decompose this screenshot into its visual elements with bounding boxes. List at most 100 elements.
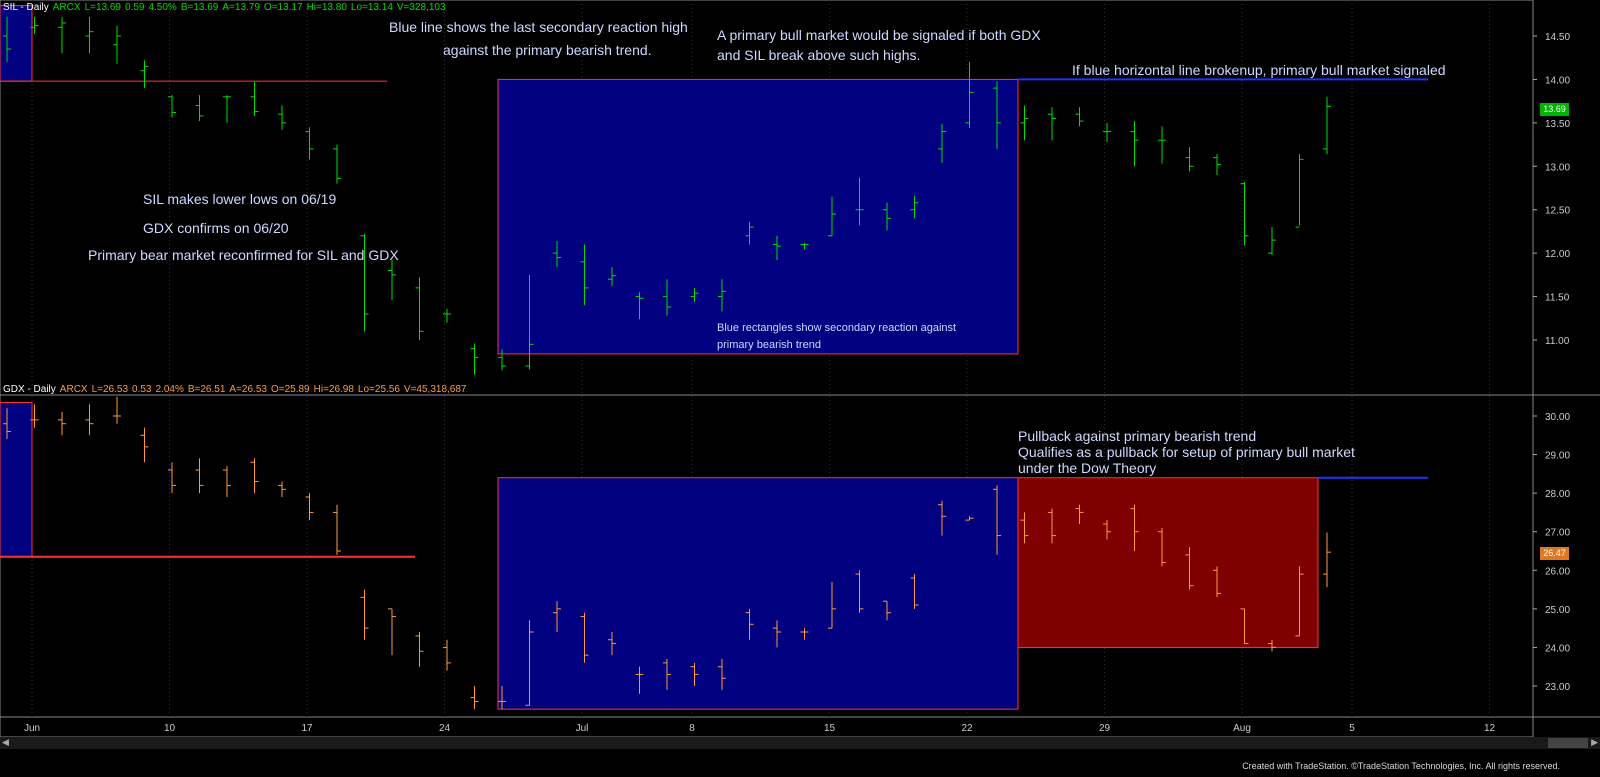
ohlc-bar <box>745 608 754 640</box>
ohlc-bar <box>1268 639 1276 652</box>
x-tick-label: 5 <box>1349 723 1355 734</box>
header-field: SIL - Daily <box>3 2 49 13</box>
ohlc-bar <box>690 662 699 686</box>
gdx-pullback-rect <box>1017 477 1319 648</box>
ohlc-bar <box>1103 520 1111 540</box>
y-tick-label: 29.00 <box>1545 451 1570 462</box>
ohlc-bar <box>415 632 424 667</box>
footer-credit: Created with TradeStation. ©TradeStation… <box>1242 761 1560 771</box>
ohlc-bar <box>828 196 836 237</box>
sil-ohlc-bars <box>3 16 1331 375</box>
ohlc-bar <box>1323 96 1331 155</box>
annotation-bull-signal-2: and SIL break above such highs. <box>717 47 921 63</box>
header-field: V=45,318,687 <box>403 384 467 395</box>
header-field: B=26.51 <box>187 384 226 395</box>
header-field: A=13.79 <box>222 2 260 13</box>
ohlc-bar <box>30 16 39 35</box>
ohlc-bar <box>1213 154 1221 175</box>
x-tick-label: 15 <box>824 723 836 734</box>
ohlc-bar <box>690 287 699 302</box>
y-tick-label: 24.00 <box>1545 643 1570 654</box>
header-field: 2.04% <box>155 384 184 395</box>
annotation-blue-line-1: Blue line shows the last secondary react… <box>389 19 688 35</box>
annotation-confirms: GDX confirms on 06/20 <box>143 220 289 236</box>
ohlc-bar <box>635 666 644 694</box>
annotation-reconfirmed: Primary bear market reconfirmed for SIL … <box>88 247 399 263</box>
x-tick-label: Jul <box>576 723 589 734</box>
ohlc-bar <box>608 267 616 287</box>
ohlc-bar <box>1048 508 1056 544</box>
x-tick-label: 24 <box>439 723 451 734</box>
scroll-thumb[interactable] <box>1548 738 1588 748</box>
y-tick-label: 26.00 <box>1545 566 1570 577</box>
ohlc-bar <box>1075 107 1084 127</box>
x-tick-label: Jun <box>24 723 40 734</box>
ohlc-bar <box>1240 608 1249 645</box>
ohlc-bar <box>580 244 589 306</box>
ohlc-bar <box>1130 121 1139 167</box>
ohlc-bar <box>168 95 176 118</box>
y-tick-label: 23.00 <box>1545 682 1570 693</box>
x-tick-label: 8 <box>689 723 695 734</box>
ohlc-bar <box>718 279 726 312</box>
ohlc-bar <box>800 242 809 250</box>
ohlc-bar <box>223 95 231 123</box>
ohlc-bar <box>773 620 781 648</box>
ohlc-bar <box>388 608 396 656</box>
header-field: V=328,103 <box>396 2 446 13</box>
ohlc-bar <box>1185 547 1194 590</box>
ohlc-bar <box>278 105 286 130</box>
ohlc-bar <box>553 240 561 268</box>
ohlc-bar <box>993 81 1001 149</box>
ohlc-bar <box>1158 527 1166 567</box>
x-tick-label: 10 <box>164 723 176 734</box>
y-tick-label: 11.00 <box>1545 336 1570 347</box>
ohlc-bar <box>498 349 506 371</box>
ohlc-bar <box>250 82 259 116</box>
ohlc-bar <box>305 493 314 521</box>
ohlc-bar <box>1295 566 1304 637</box>
ohlc-bar <box>58 412 66 436</box>
y-tick-label: 30.00 <box>1545 412 1570 423</box>
ohlc-bar <box>1185 147 1194 172</box>
ohlc-bar <box>140 427 149 463</box>
scroll-left-icon[interactable]: ◀ <box>2 737 9 747</box>
scroll-right-icon[interactable]: ▶ <box>1591 737 1598 747</box>
ohlc-bar <box>938 500 946 536</box>
y-tick-label: 12.50 <box>1545 206 1570 217</box>
ohlc-bar <box>828 581 836 629</box>
y-tick-label: 12.00 <box>1545 249 1570 260</box>
header-field: Lo=13.14 <box>350 2 393 13</box>
ohlc-bar <box>580 612 589 663</box>
sil-secondary-reaction-rect-left <box>0 5 33 82</box>
ohlc-bar <box>800 628 809 640</box>
y-tick-label: 13.50 <box>1545 119 1570 130</box>
annotation-blue-line-2: against the primary bearish trend. <box>443 42 652 58</box>
ohlc-bar <box>525 274 534 370</box>
ohlc-bar <box>333 144 341 184</box>
ohlc-bar <box>223 466 231 497</box>
ohlc-bar <box>1020 105 1029 141</box>
ohlc-bar <box>1268 227 1276 255</box>
ohlc-bar <box>113 25 121 64</box>
annotation-broken: If blue horizontal line brokenup, primar… <box>1072 62 1446 78</box>
header-field: Hi=13.80 <box>306 2 347 13</box>
ohlc-bar <box>3 408 11 440</box>
header-field: L=26.53 <box>91 384 129 395</box>
ohlc-bar <box>525 620 534 706</box>
ohlc-bar <box>168 462 176 494</box>
ohlc-bar <box>855 177 864 226</box>
x-tick-label: 29 <box>1099 723 1111 734</box>
annotation-rectangles-2: primary bearish trend <box>717 339 821 351</box>
horizontal-scrollbar[interactable]: ◀ ▶ <box>0 737 1600 749</box>
sil-header: SIL - Daily ARCX L=13.69 0.59 4.50% B=13.69 A=… <box>3 2 450 13</box>
ohlc-bar <box>1323 532 1331 588</box>
ohlc-bar <box>85 16 94 54</box>
y-tick-label: 14.00 <box>1545 75 1570 86</box>
ohlc-bar <box>773 235 781 261</box>
x-tick-label: Aug <box>1233 723 1251 734</box>
ohlc-bar <box>3 16 11 63</box>
ohlc-bar <box>718 659 726 690</box>
ohlc-bar <box>443 308 451 323</box>
gdx-last-price-label: 26.47 <box>1540 547 1569 560</box>
